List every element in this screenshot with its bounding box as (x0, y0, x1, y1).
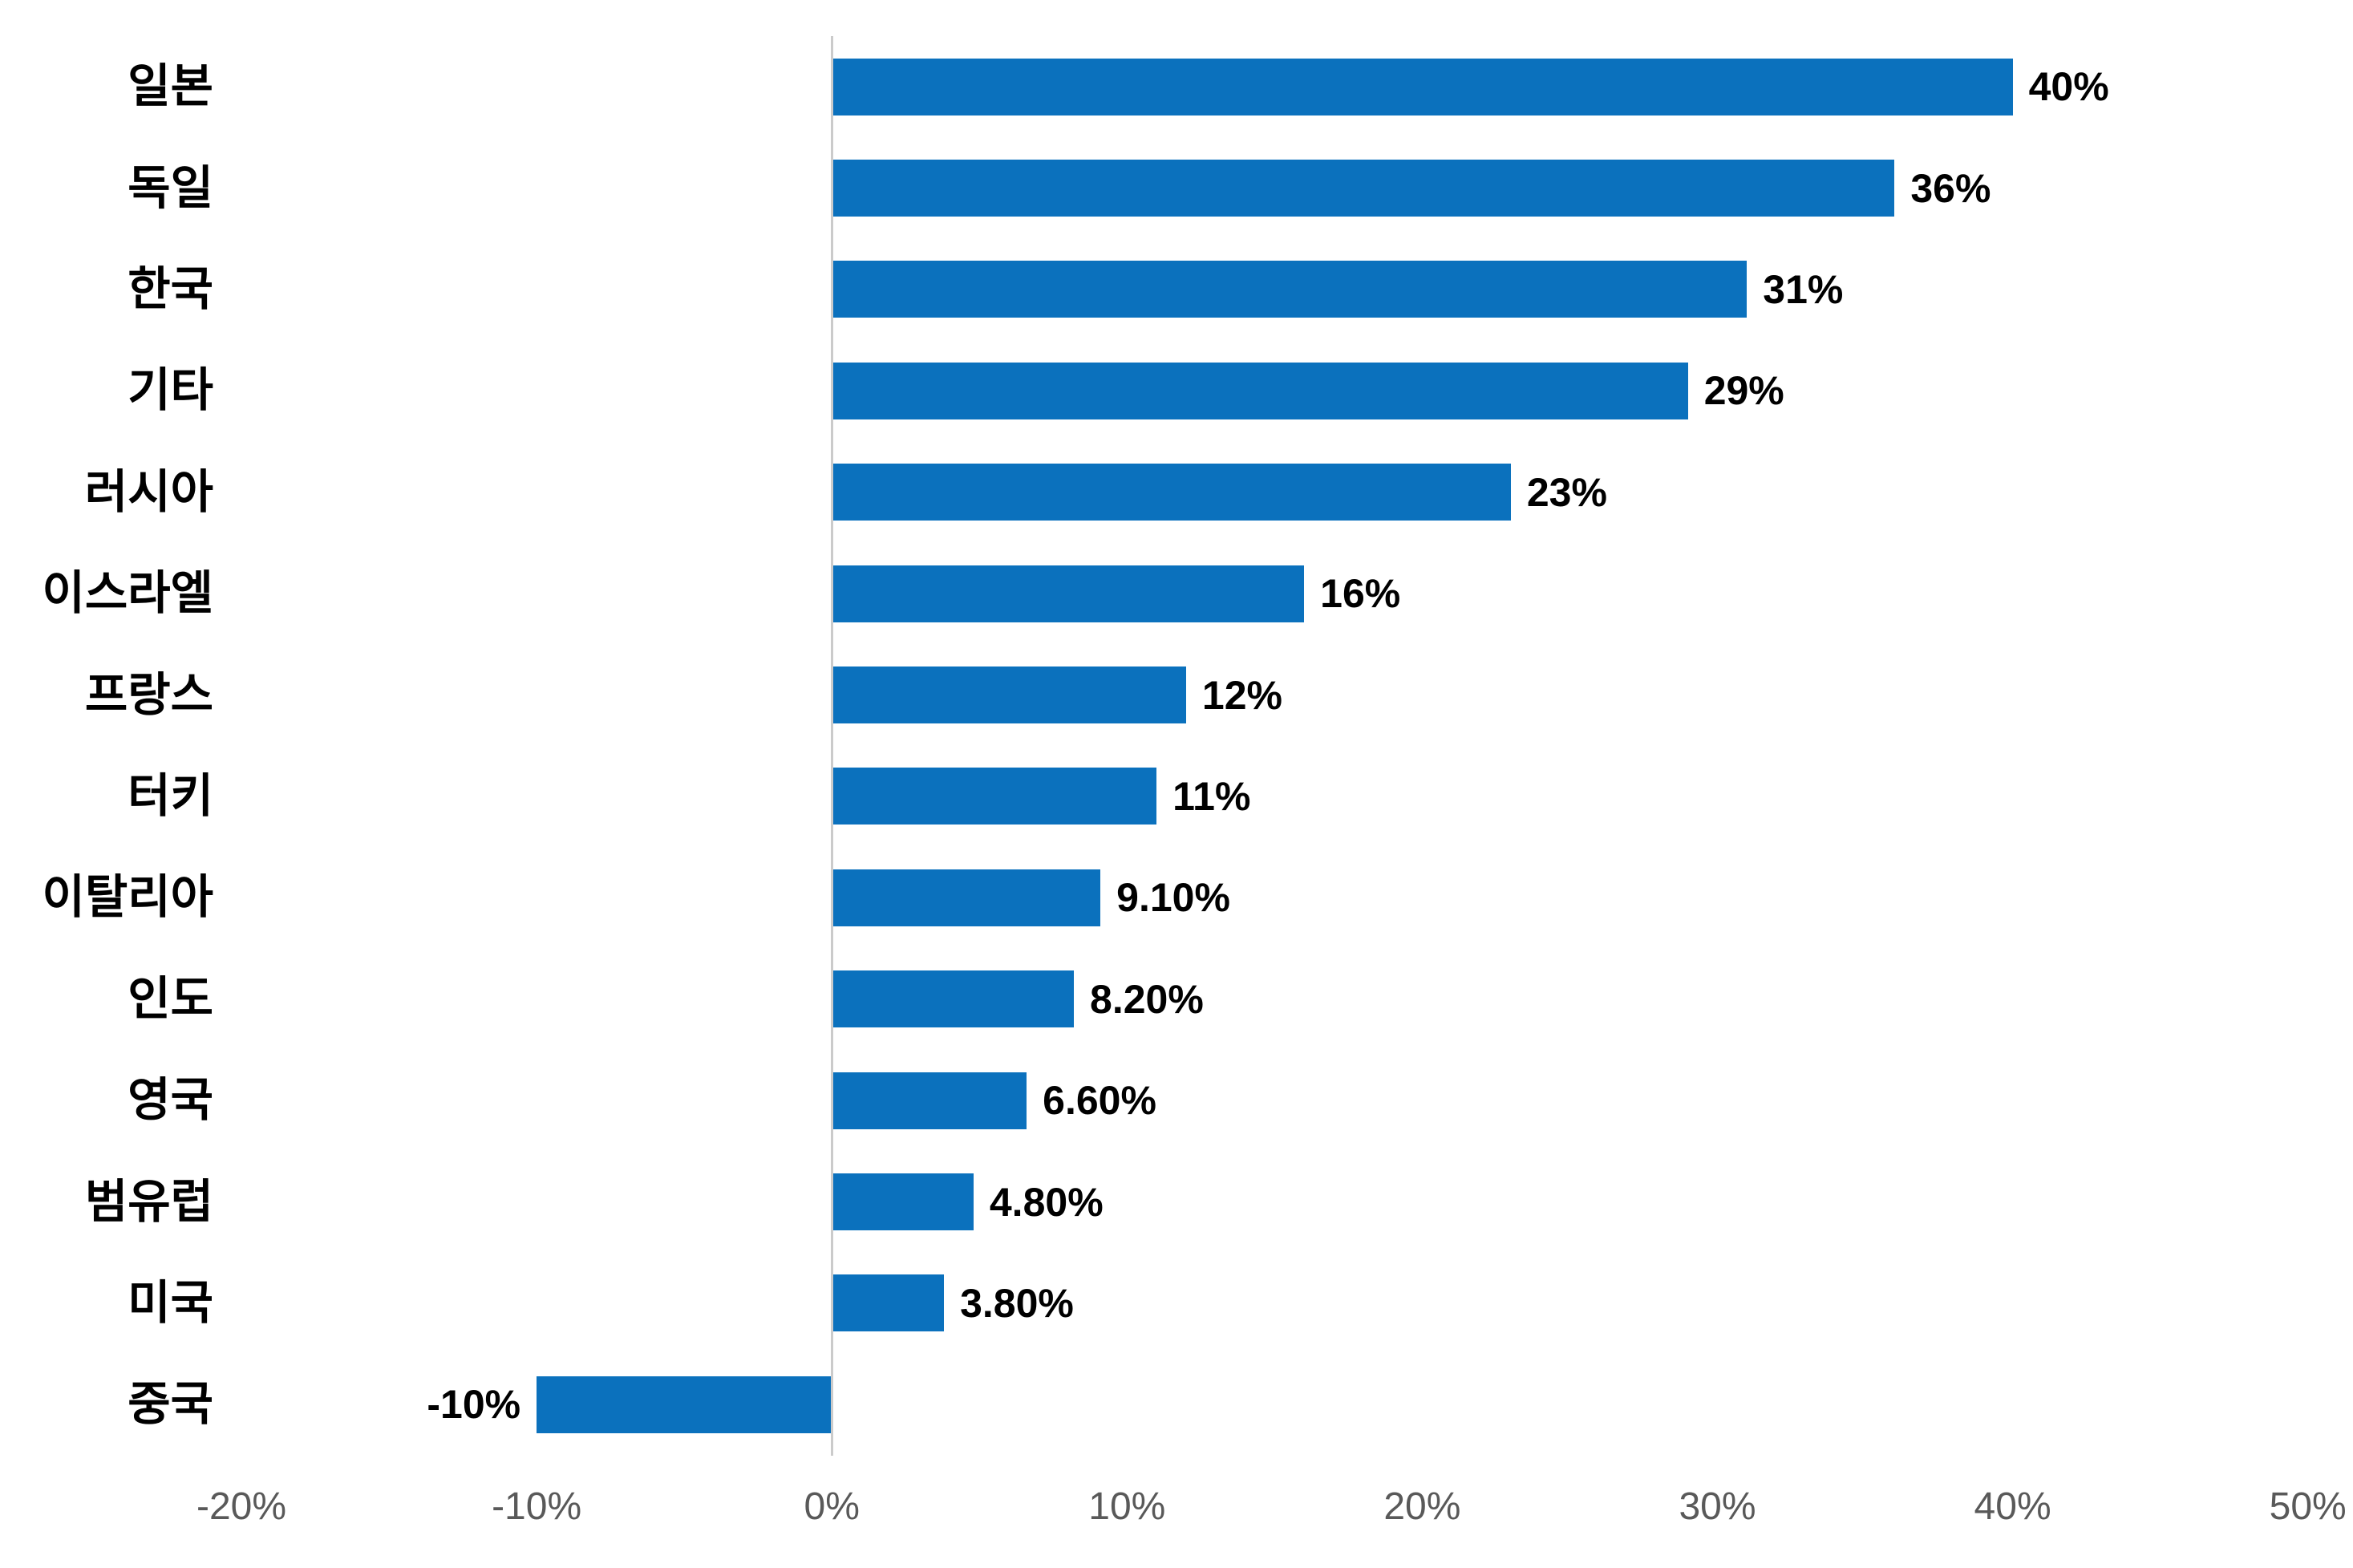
category-label: 이스라엘 (42, 567, 213, 620)
x-axis-tick-label: -10% (492, 1485, 582, 1528)
value-label: 11% (1172, 773, 1251, 819)
x-axis-tick-label: 40% (1974, 1485, 2051, 1528)
category-label: 범유럽 (84, 1175, 213, 1228)
x-axis-tick-label: 10% (1088, 1485, 1166, 1528)
bar-row: 프랑스 12% (0, 644, 2353, 745)
category-label: 중국 (128, 1378, 213, 1431)
value-label: 23% (1526, 469, 1607, 515)
bar-row: 일본 40% (0, 36, 2353, 137)
category-label: 이탈리아 (42, 871, 213, 924)
category-label: 독일 (128, 161, 213, 214)
value-label: 3.80% (960, 1280, 1074, 1326)
bar-row: 러시아 23% (0, 442, 2353, 543)
x-axis-tick-label: 20% (1383, 1485, 1461, 1528)
bar (832, 261, 1748, 318)
bar (832, 1274, 945, 1332)
bar-row: 독일 36% (0, 137, 2353, 238)
bar-row: 기타 29% (0, 340, 2353, 441)
bar-row: 범유럽 4.80% (0, 1151, 2353, 1252)
category-label: 일본 (128, 60, 213, 113)
category-label: 한국 (128, 262, 213, 315)
category-label: 인도 (128, 972, 213, 1025)
value-label: -10% (427, 1382, 521, 1428)
x-axis-tick-label: 50% (2269, 1485, 2347, 1528)
bar (832, 869, 1101, 926)
value-label: 6.60% (1043, 1078, 1156, 1124)
value-label: 12% (1201, 672, 1282, 718)
category-label: 미국 (128, 1276, 213, 1329)
bar-row: 이탈리아 9.10% (0, 847, 2353, 948)
bar (832, 970, 1075, 1028)
value-label: 40% (2028, 64, 2109, 110)
bar (832, 58, 2013, 115)
bar (832, 1173, 974, 1231)
value-label: 29% (1703, 368, 1784, 414)
category-label: 영국 (128, 1074, 213, 1127)
bar (832, 565, 1305, 622)
bar (832, 768, 1157, 825)
bar-row: 이스라엘 16% (0, 543, 2353, 644)
value-label: 31% (1763, 266, 1844, 312)
value-label: 16% (1320, 571, 1401, 617)
value-label: 9.10% (1116, 875, 1230, 921)
bar (537, 1376, 832, 1433)
bar-row: 터키 11% (0, 746, 2353, 847)
bar (832, 464, 1511, 521)
bar-row: 한국 31% (0, 239, 2353, 340)
bar (832, 160, 1895, 217)
bar (832, 667, 1186, 724)
x-axis-tick-label: 0% (804, 1485, 860, 1528)
category-label: 러시아 (84, 465, 213, 518)
value-label: 8.20% (1090, 976, 1204, 1022)
bar-row: 미국 3.80% (0, 1253, 2353, 1354)
bar-row: 영국 6.60% (0, 1050, 2353, 1151)
bar-row: 중국 -10% (0, 1354, 2353, 1455)
category-label: 프랑스 (84, 668, 213, 721)
category-label: 기타 (128, 364, 213, 417)
bar (832, 362, 1688, 419)
category-label: 터키 (128, 769, 213, 822)
x-axis-tick-label: -20% (196, 1485, 287, 1528)
bar (832, 1072, 1027, 1129)
zero-axis-line (830, 36, 833, 1456)
bar-row: 인도 8.20% (0, 949, 2353, 1050)
value-label: 36% (1910, 165, 1991, 211)
value-label: 4.80% (989, 1179, 1104, 1225)
x-axis-tick-label: 30% (1679, 1485, 1756, 1528)
